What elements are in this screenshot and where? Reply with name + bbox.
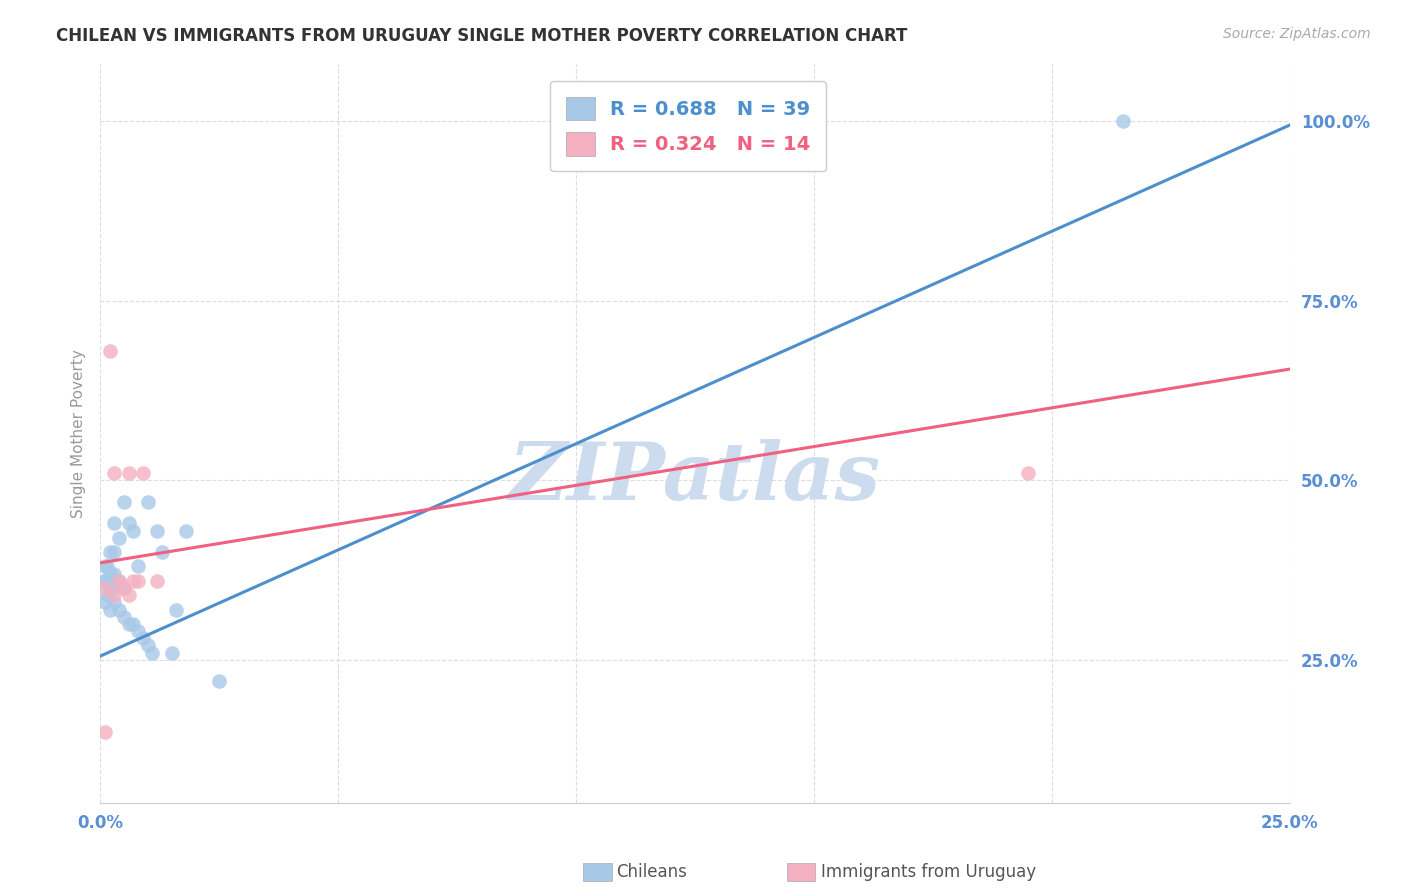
Point [165, 602, 187, 616]
Point [108, 602, 131, 616]
Point [127, 624, 149, 638]
Point [118, 466, 141, 480]
Point [174, 524, 197, 538]
Point [141, 646, 163, 660]
Point [103, 595, 125, 609]
Point [136, 495, 159, 509]
Point [122, 524, 145, 538]
Point [132, 466, 155, 480]
Text: ZIPatlas: ZIPatlas [509, 439, 882, 516]
Point [103, 581, 125, 595]
Point [127, 574, 149, 588]
Point [132, 631, 155, 645]
Point [118, 616, 141, 631]
Point [94, 581, 117, 595]
Point [98, 545, 121, 559]
Point [91, 574, 114, 588]
Point [112, 609, 135, 624]
Point [122, 574, 145, 588]
Point [96, 559, 118, 574]
Point [94, 724, 117, 739]
Text: Immigrants from Uruguay: Immigrants from Uruguay [821, 863, 1036, 881]
Point [1017, 466, 1039, 480]
Point [136, 639, 159, 653]
Point [108, 574, 131, 588]
Point [636, 114, 658, 128]
Point [118, 516, 141, 531]
Point [98, 566, 121, 581]
Text: Chileans: Chileans [616, 863, 686, 881]
Point [96, 588, 118, 602]
Point [146, 574, 169, 588]
Point [127, 559, 149, 574]
Point [98, 602, 121, 616]
Point [94, 559, 117, 574]
Point [112, 581, 135, 595]
Point [112, 495, 135, 509]
Text: Source: ZipAtlas.com: Source: ZipAtlas.com [1223, 27, 1371, 41]
Point [103, 516, 125, 531]
Point [108, 531, 131, 545]
Point [108, 574, 131, 588]
Legend: R = 0.688   N = 39, R = 0.324   N = 14: R = 0.688 N = 39, R = 0.324 N = 14 [550, 81, 827, 171]
Point [98, 344, 121, 359]
Y-axis label: Single Mother Poverty: Single Mother Poverty [72, 350, 86, 518]
Point [208, 674, 231, 689]
Point [118, 588, 141, 602]
Point [150, 545, 173, 559]
Point [103, 545, 125, 559]
Point [103, 466, 125, 480]
Point [103, 588, 125, 602]
Point [160, 646, 183, 660]
Point [112, 581, 135, 595]
Point [146, 524, 169, 538]
Point [103, 566, 125, 581]
Text: CHILEAN VS IMMIGRANTS FROM URUGUAY SINGLE MOTHER POVERTY CORRELATION CHART: CHILEAN VS IMMIGRANTS FROM URUGUAY SINGL… [56, 27, 908, 45]
Point [94, 574, 117, 588]
Point [1112, 114, 1135, 128]
Point [94, 595, 117, 609]
Point [122, 616, 145, 631]
Point [98, 581, 121, 595]
